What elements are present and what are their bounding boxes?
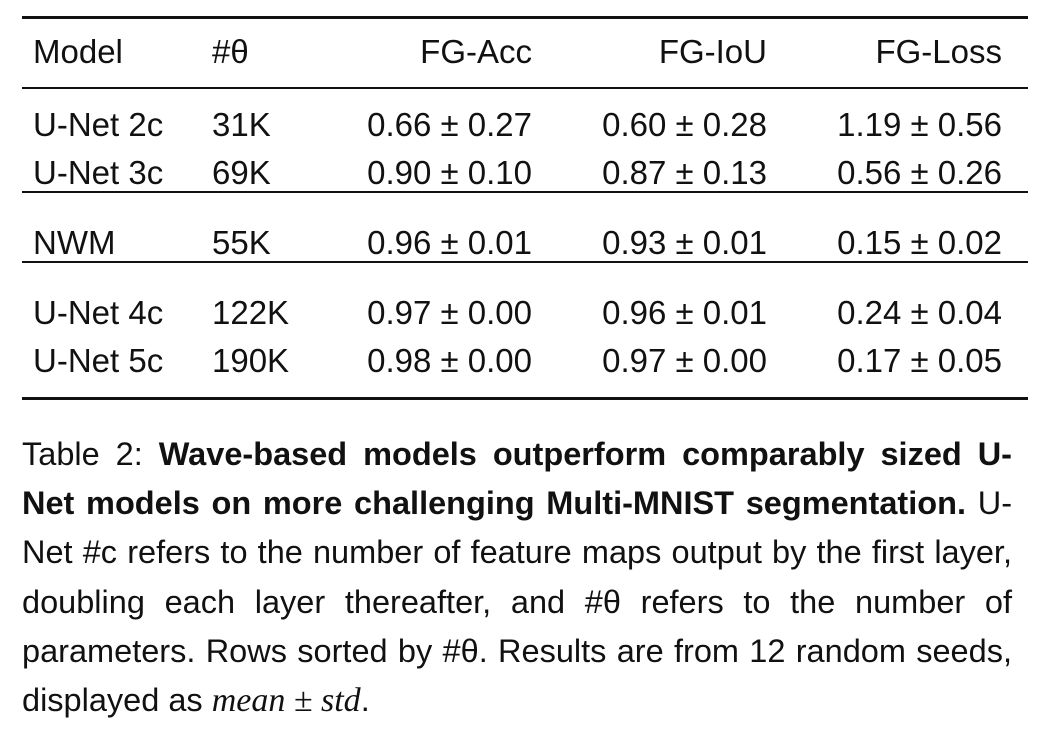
table-cell: U-Net 2c — [33, 106, 164, 143]
table-cell: 1.19 ± 0.56 — [837, 106, 1002, 143]
table-cell: 0.96 ± 0.01 — [367, 224, 532, 261]
header-cell: FG-Loss — [875, 33, 1002, 70]
top-rule — [22, 16, 1028, 19]
table-cell: 0.98 ± 0.00 — [367, 342, 532, 379]
header-cell: Model — [33, 33, 123, 70]
table-cell: 0.97 ± 0.00 — [367, 294, 532, 331]
table-cell: U-Net 5c — [33, 342, 164, 379]
table-cell: 122K — [212, 294, 290, 331]
table-cell: 0.87 ± 0.13 — [602, 154, 767, 191]
caption-end: . — [360, 682, 370, 719]
table-cell: 0.97 ± 0.00 — [602, 342, 767, 379]
table-cell: U-Net 4c — [33, 294, 164, 331]
caption-bold: Wave-based models outperform comparably … — [22, 436, 1012, 522]
bottom-rule — [22, 397, 1028, 400]
group-rule — [22, 261, 1028, 263]
table-cell: 31K — [212, 106, 271, 143]
caption-body: U-Net #c refers to the number of feature… — [22, 485, 1013, 719]
table-cell: NWM — [33, 224, 116, 261]
table-cell: 0.24 ± 0.04 — [837, 294, 1002, 331]
header-cell: #θ — [212, 33, 249, 70]
table-cell: 190K — [212, 342, 290, 379]
caption-label: Table 2: — [22, 436, 143, 472]
table-cell: 55K — [212, 224, 271, 261]
table-cell: 0.93 ± 0.01 — [602, 224, 767, 261]
table-cell: 0.56 ± 0.26 — [837, 154, 1002, 191]
table-cell: 0.66 ± 0.27 — [367, 106, 532, 143]
header-cell: FG-IoU — [658, 33, 767, 70]
table-cell: 0.17 ± 0.05 — [837, 342, 1002, 379]
caption-math: mean ± std — [211, 682, 361, 720]
table-cell: 0.60 ± 0.28 — [602, 106, 767, 143]
header-cell: FG-Acc — [420, 33, 532, 70]
results-table: Model #θ FG-Acc FG-IoU FG-Loss U-Net 2c 31K 0.6… — [22, 16, 1028, 400]
table-cell: 0.15 ± 0.02 — [837, 224, 1002, 261]
table-cell: 0.90 ± 0.10 — [367, 154, 532, 191]
table-cell: U-Net 3c — [33, 154, 164, 191]
table-cell: 0.96 ± 0.01 — [602, 294, 767, 331]
table-caption: Table 2: Wave-based models outperform co… — [22, 430, 1012, 725]
group-rule — [22, 191, 1028, 193]
table-cell: 69K — [212, 154, 271, 191]
header-rule — [22, 87, 1028, 89]
